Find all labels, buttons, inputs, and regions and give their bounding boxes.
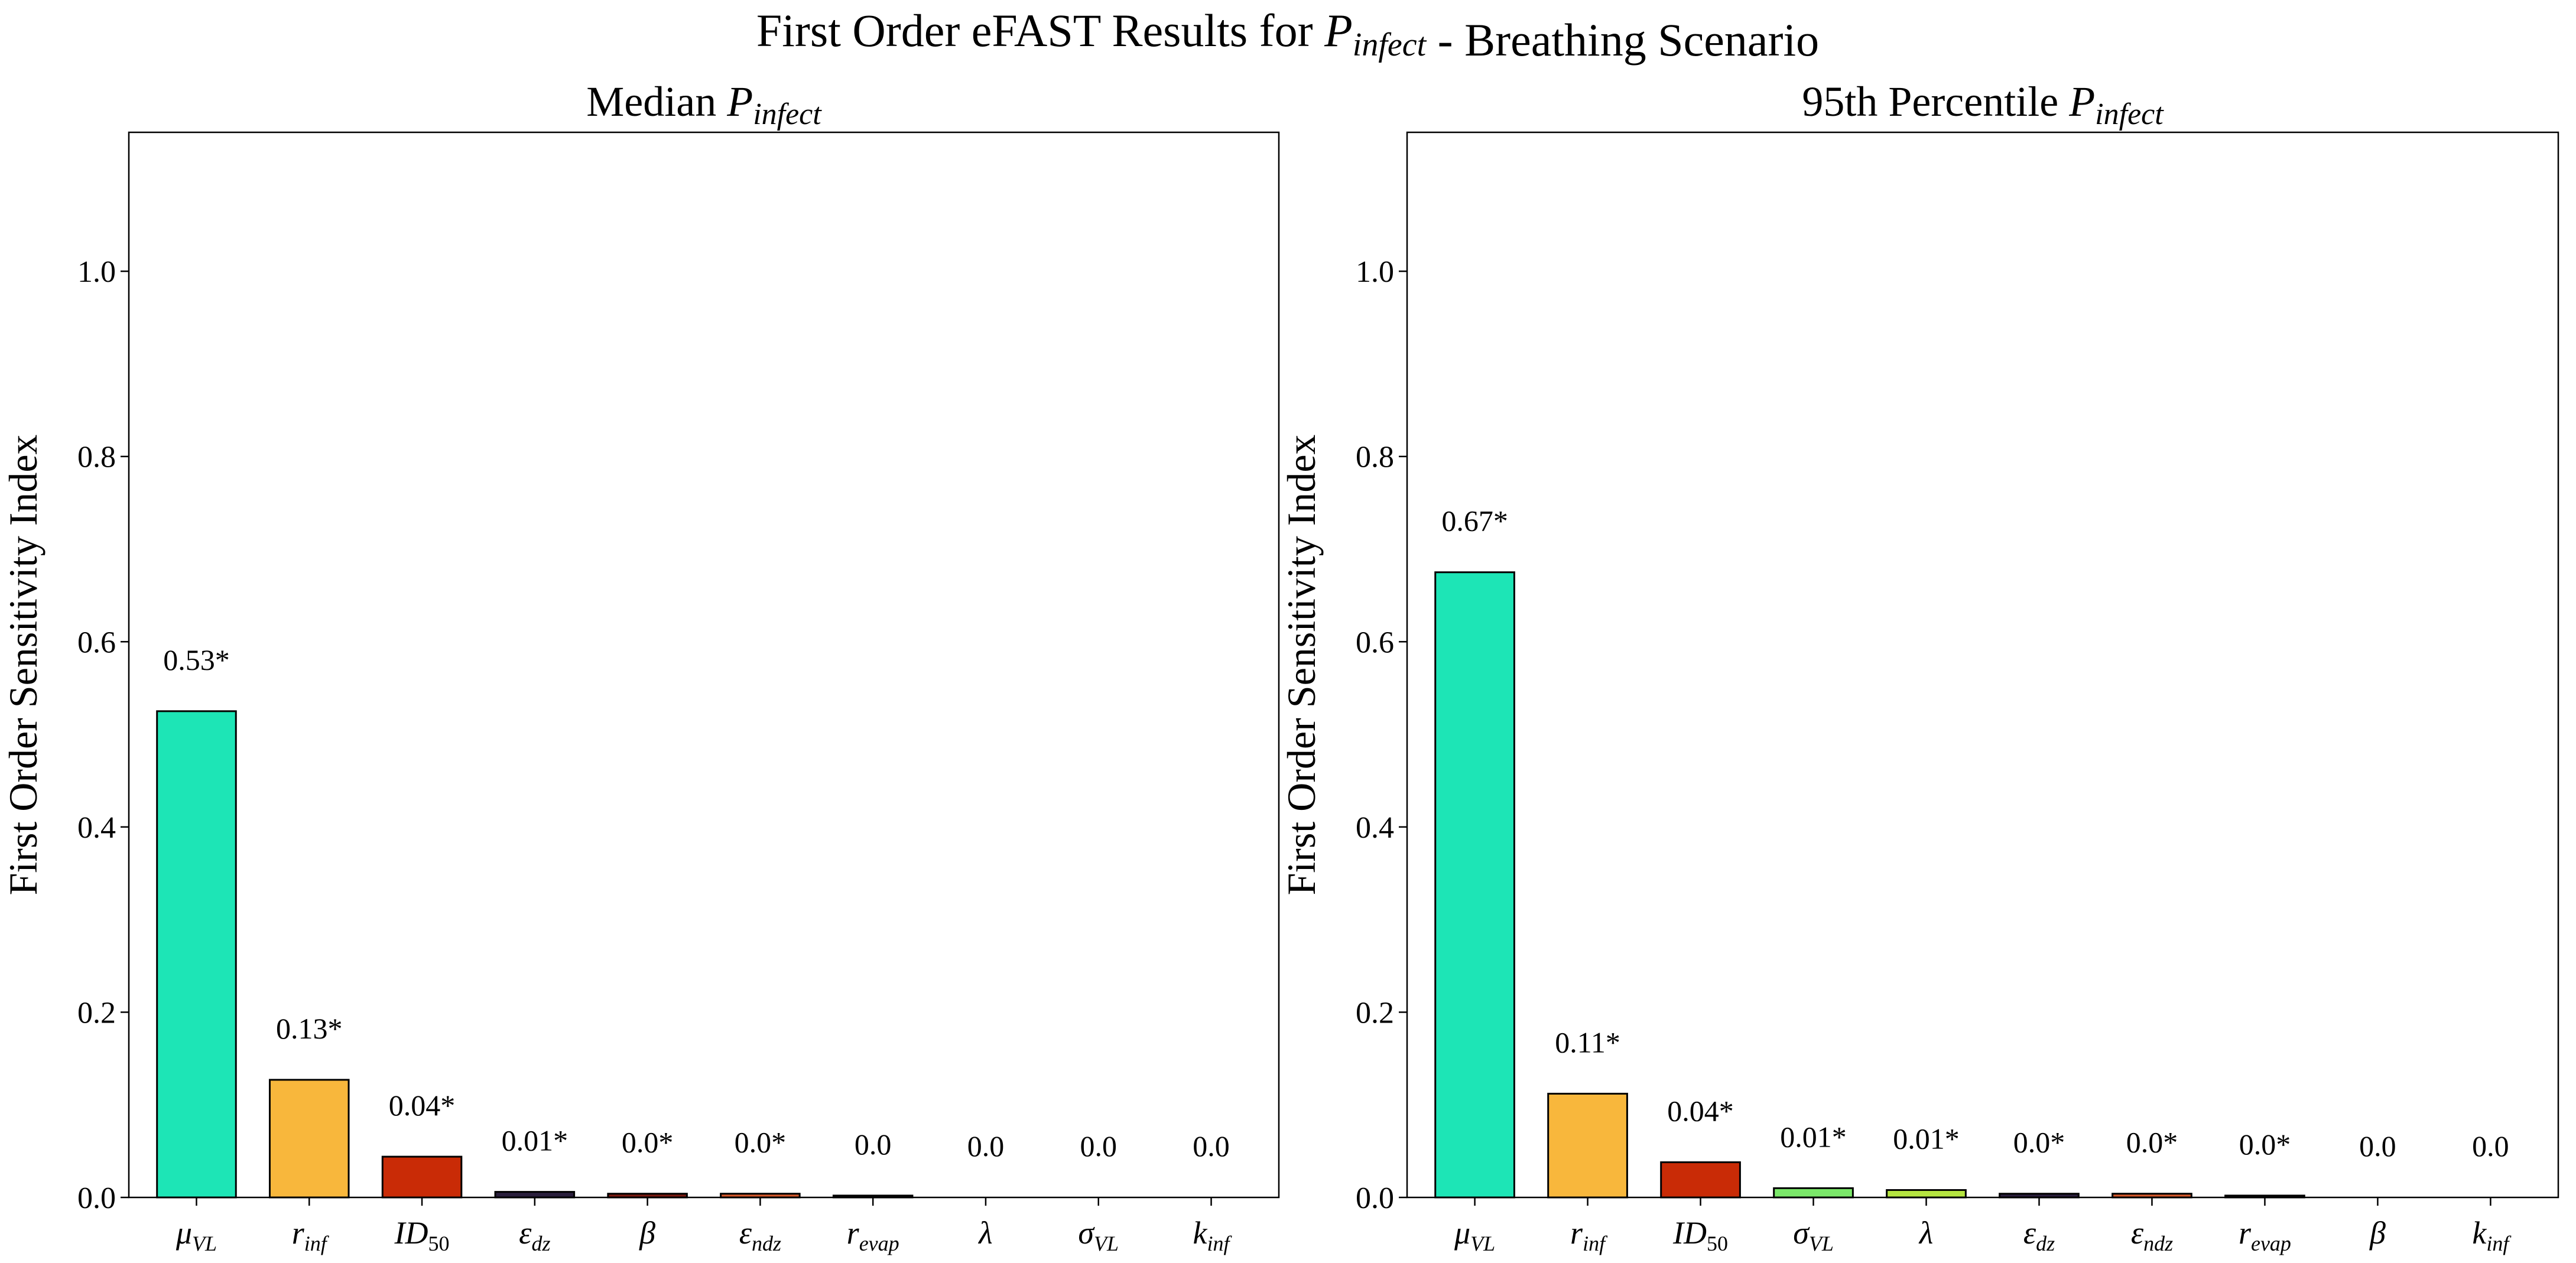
plot-frame	[1406, 131, 2559, 1199]
panel-title: 95th Percentile Pinfect	[1802, 78, 2164, 131]
panel-title: Median Pinfect	[586, 78, 822, 131]
y-tick-label: 0.2	[77, 996, 116, 1030]
x-tick-label: β	[2369, 1215, 2386, 1251]
x-tick-label: kinf	[1193, 1215, 1233, 1255]
bar-data-label: 0.04*	[389, 1089, 456, 1122]
y-tick-label: 0.4	[1356, 811, 1394, 845]
y-tick-label: 0.6	[1356, 626, 1394, 659]
x-tick-label: εndz	[2131, 1215, 2173, 1255]
plot-frame	[128, 131, 1280, 1199]
bar-data-label: 0.0	[855, 1128, 892, 1161]
bar	[1886, 1189, 1967, 1199]
bar	[720, 1193, 801, 1199]
bar-data-label: 0.0	[967, 1129, 1005, 1163]
bar-data-label: 0.67*	[1441, 504, 1508, 538]
x-tick-label: εdz	[2023, 1215, 2055, 1255]
bar-data-label: 0.53*	[163, 643, 230, 676]
bar	[1773, 1187, 1854, 1199]
x-tick-label: revap	[847, 1215, 899, 1255]
bar-data-label: 0.0*	[2126, 1126, 2178, 1159]
bar-data-label: 0.01*	[1780, 1120, 1847, 1153]
x-tick-label: kinf	[2472, 1215, 2512, 1255]
bar	[1434, 571, 1515, 1199]
x-tick-label: revap	[2239, 1215, 2291, 1255]
y-axis-label: First Order Sensitivity Index	[1, 434, 46, 895]
y-tick-label: 0.4	[77, 811, 116, 845]
y-tick-label: 0.8	[77, 441, 116, 474]
bar	[2224, 1194, 2305, 1199]
bar-data-label: 0.0	[1193, 1129, 1230, 1163]
panel-2: 95th Percentile Pinfect First Order Sensi…	[1279, 78, 2559, 1255]
x-tick-label: β	[639, 1215, 655, 1251]
x-tick-label: ID50	[1672, 1215, 1728, 1255]
y-tick-label: 0.0	[1356, 1181, 1394, 1215]
bar-data-label: 0.04*	[1667, 1094, 1734, 1127]
bar-data-label: 0.0	[2359, 1129, 2396, 1163]
y-axis-label: First Order Sensitivity Index	[1279, 434, 1324, 895]
bar	[1547, 1092, 1628, 1199]
x-tick-label: rinf	[292, 1215, 330, 1255]
bar	[156, 710, 237, 1199]
x-tick-label: λ	[977, 1215, 992, 1251]
y-tick-label: 0.0	[77, 1181, 116, 1215]
bar-data-label: 0.0*	[2239, 1128, 2291, 1161]
bar-data-label: 0.0*	[735, 1126, 787, 1159]
bar	[381, 1155, 463, 1199]
bar	[607, 1193, 688, 1199]
y-tick-label: 1.0	[77, 255, 116, 289]
figure-title: First Order eFAST Results for Pinfect - …	[756, 5, 1819, 66]
panel-1: Median Pinfect First Order Sensitivity In…	[1, 78, 1280, 1255]
bar-data-label: 0.0*	[622, 1126, 674, 1159]
bar-data-label: 0.0	[2472, 1129, 2509, 1163]
bar	[1999, 1193, 2080, 1199]
bar-data-label: 0.01*	[1893, 1122, 1960, 1155]
x-tick-label: σVL	[1078, 1215, 1119, 1255]
x-tick-label: μVL	[176, 1215, 217, 1255]
y-tick-label: 0.2	[1356, 996, 1394, 1030]
y-tick-label: 0.6	[77, 626, 116, 659]
y-tick-label: 0.8	[1356, 441, 1394, 474]
bar-data-label: 0.0*	[2013, 1126, 2065, 1159]
bar-data-label: 0.0	[1080, 1129, 1117, 1163]
bar	[2112, 1193, 2192, 1199]
x-tick-label: εndz	[739, 1215, 781, 1255]
bar-data-label: 0.13*	[276, 1012, 343, 1045]
x-tick-label: μVL	[1454, 1215, 1495, 1255]
y-tick-label: 1.0	[1356, 255, 1394, 289]
x-tick-label: rinf	[1570, 1215, 1608, 1255]
x-tick-label: σVL	[1793, 1215, 1834, 1255]
bar-data-label: 0.01*	[502, 1124, 569, 1157]
bar-data-label: 0.11*	[1555, 1026, 1620, 1059]
bar	[268, 1079, 350, 1199]
x-tick-label: ID50	[394, 1215, 450, 1255]
bar	[494, 1191, 576, 1199]
x-tick-label: εdz	[519, 1215, 550, 1255]
bar	[1660, 1161, 1741, 1199]
bar	[832, 1194, 914, 1199]
x-tick-label: λ	[1918, 1215, 1933, 1251]
